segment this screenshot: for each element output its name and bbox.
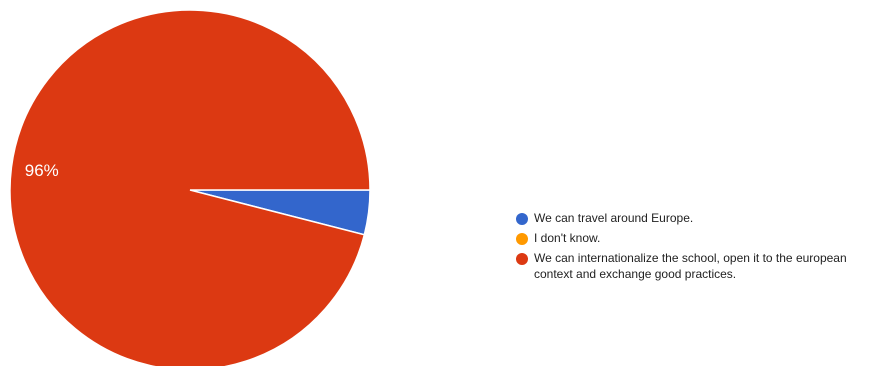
legend-label-travel: We can travel around Europe. — [534, 211, 694, 225]
legend-item: We can internationalize the school, open… — [516, 250, 866, 282]
legend-label-internationalize: We can internationalize the school, open… — [534, 251, 847, 281]
legend: We can travel around Europe. I don't kno… — [516, 210, 866, 286]
legend-item: We can travel around Europe. — [516, 210, 866, 226]
legend-swatch-internationalize — [516, 253, 528, 265]
legend-swatch-travel — [516, 213, 528, 225]
pie-slice — [9, 9, 371, 366]
legend-swatch-dont-know — [516, 233, 528, 245]
legend-item: I don't know. — [516, 230, 866, 246]
slice-label: 96% — [25, 161, 59, 180]
legend-label-dont-know: I don't know. — [534, 231, 601, 245]
